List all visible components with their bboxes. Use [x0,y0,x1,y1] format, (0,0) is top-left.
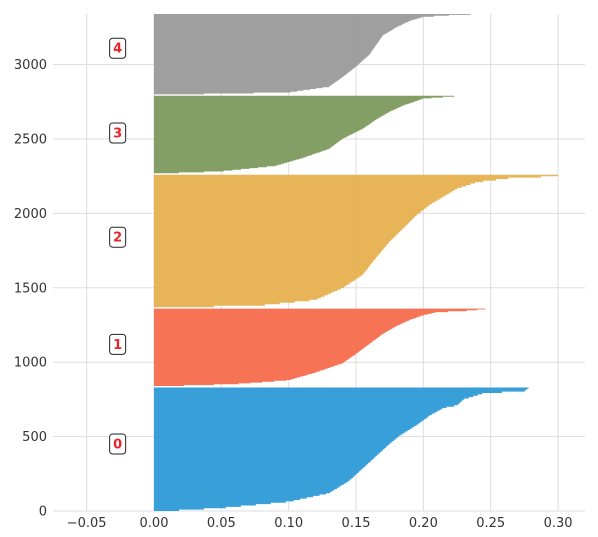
y-tick-label: 3000 [14,58,47,73]
cluster-labels: 0 1 2 3 4 [109,37,127,455]
cluster-label-box [109,122,127,144]
x-axis-ticks: −0.05 0.00 0.05 0.10 0.15 0.20 0.25 0.30 [67,516,573,531]
x-tick-label: 0.05 [207,516,236,531]
cluster-label-1: 1 [109,333,127,355]
cluster-label-text: 3 [113,127,122,142]
y-tick-label: 2000 [14,207,47,222]
cluster-label-4: 4 [109,37,127,59]
y-tick-label: 1500 [14,281,47,296]
x-tick-label: 0.15 [342,516,371,531]
cluster-label-0: 0 [109,433,127,455]
cluster-label-box [109,37,127,59]
silhouette-band-0 [154,387,529,511]
y-axis-ticks: 0 500 1000 1500 2000 2500 3000 [14,58,47,519]
y-tick-label: 500 [22,430,47,445]
y-tick-label: 0 [39,505,47,520]
y-tick-label: 1000 [14,356,47,371]
cluster-label-box [109,433,127,455]
x-tick-label: 0.00 [140,516,169,531]
cluster-label-2: 2 [109,226,127,248]
x-tick-label: 0.30 [544,516,573,531]
cluster-label-3: 3 [109,122,127,144]
x-tick-label: 0.20 [409,516,438,531]
x-tick-label: 0.25 [476,516,505,531]
cluster-label-text: 4 [113,42,122,57]
cluster-label-box [109,333,127,355]
x-tick-label: −0.05 [67,516,107,531]
silhouette-bands [154,14,559,511]
silhouette-band-2 [154,174,559,308]
silhouette-band-3 [154,95,455,174]
cluster-label-text: 1 [113,338,122,353]
silhouette-band-1 [154,308,486,386]
cluster-label-box [109,226,127,248]
silhouette-band-4 [154,14,471,95]
y-tick-label: 2500 [14,132,47,147]
x-tick-label: 0.10 [274,516,303,531]
cluster-label-text: 2 [113,231,122,246]
cluster-label-text: 0 [113,438,122,453]
